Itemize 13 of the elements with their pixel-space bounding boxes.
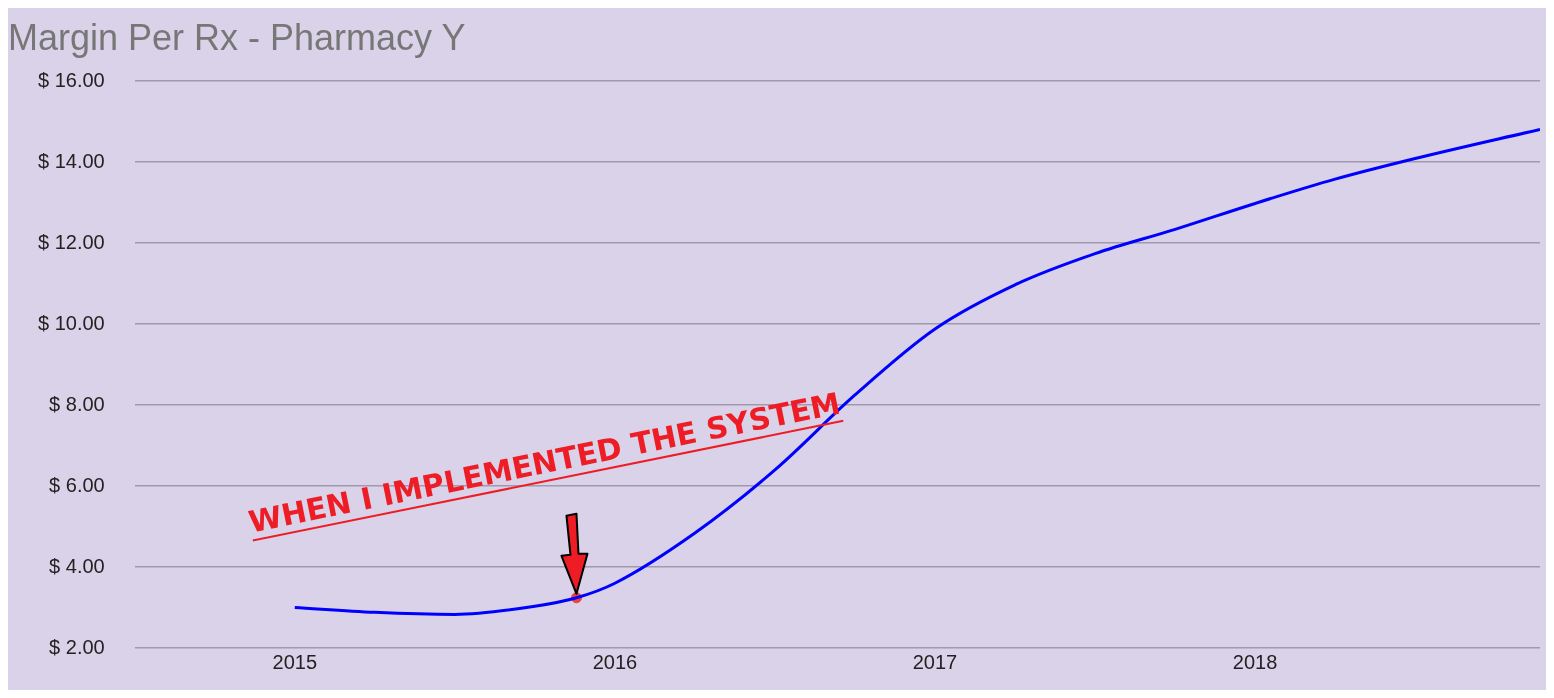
y-tick-label: $ 2.00	[49, 635, 105, 658]
x-tick-label: 2018	[1232, 650, 1278, 673]
y-tick-label: $ 4.00	[49, 554, 105, 577]
y-tick-label: $ 12.00	[37, 230, 105, 253]
chart-title: Margin Per Rx - Pharmacy Y	[8, 16, 466, 58]
y-tick-label: $ 6.00	[49, 473, 105, 496]
x-tick-label: 2016	[592, 650, 638, 673]
y-tick-label: $ 16.00	[37, 68, 105, 91]
x-tick-label: 2017	[912, 650, 958, 673]
x-tick-label: 2015	[272, 650, 318, 673]
y-tick-label: $ 8.00	[49, 392, 105, 415]
y-tick-label: $ 10.00	[37, 311, 105, 334]
y-tick-label: $ 14.00	[37, 149, 105, 172]
